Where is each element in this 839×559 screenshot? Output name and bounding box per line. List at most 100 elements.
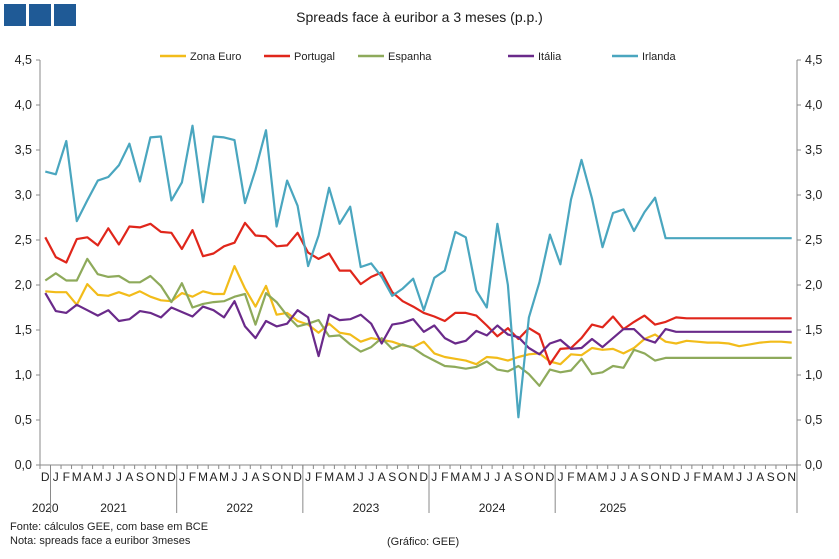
- y-tick-label-left: 4,0: [15, 98, 32, 112]
- month-tick-label: O: [777, 470, 786, 484]
- month-tick-label: D: [41, 470, 50, 484]
- gee-logo: [4, 4, 76, 26]
- month-tick-label: J: [431, 470, 437, 484]
- chart-credit: (Gráfico: GEE): [387, 536, 460, 548]
- logo-square: [54, 4, 76, 26]
- month-tick-label: J: [116, 470, 122, 484]
- month-tick-label: O: [272, 470, 281, 484]
- month-tick-label: O: [650, 470, 659, 484]
- month-tick-label: F: [63, 470, 70, 484]
- y-tick-label-left: 0,0: [15, 458, 32, 472]
- month-tick-label: N: [787, 470, 796, 484]
- year-tick-label: 2020: [32, 501, 59, 515]
- y-tick-label-left: 3,5: [15, 143, 32, 157]
- y-tick-label-right: 4,5: [805, 53, 822, 67]
- y-tick-label-left: 4,5: [15, 53, 32, 67]
- year-tick-label: 2023: [353, 501, 380, 515]
- month-tick-label: F: [315, 470, 322, 484]
- month-tick-label: N: [283, 470, 292, 484]
- month-tick-label: A: [209, 470, 217, 484]
- y-tick-label-left: 3,0: [15, 188, 32, 202]
- y-tick-label-right: 3,5: [805, 143, 822, 157]
- y-tick-label-right: 3,0: [805, 188, 822, 202]
- month-tick-label: A: [504, 470, 512, 484]
- month-tick-label: A: [462, 470, 470, 484]
- month-tick-label: F: [567, 470, 574, 484]
- month-tick-label: A: [756, 470, 764, 484]
- month-tick-label: N: [661, 470, 670, 484]
- year-tick-label: 2025: [600, 501, 627, 515]
- month-tick-label: J: [621, 470, 627, 484]
- month-tick-label: J: [232, 470, 238, 484]
- month-tick-label: S: [514, 470, 522, 484]
- month-tick-label: S: [641, 470, 649, 484]
- y-tick-label-left: 0,5: [15, 413, 32, 427]
- month-tick-label: N: [157, 470, 166, 484]
- month-tick-label: O: [146, 470, 155, 484]
- month-tick-label: M: [93, 470, 103, 484]
- month-tick-label: M: [597, 470, 607, 484]
- month-tick-label: J: [53, 470, 59, 484]
- month-tick-label: M: [471, 470, 481, 484]
- month-tick-label: D: [419, 470, 428, 484]
- month-tick-label: M: [324, 470, 334, 484]
- logo-square: [4, 4, 26, 26]
- month-tick-label: M: [198, 470, 208, 484]
- y-tick-label-left: 2,5: [15, 233, 32, 247]
- month-tick-label: D: [672, 470, 681, 484]
- month-tick-label: S: [262, 470, 270, 484]
- month-tick-label: J: [484, 470, 490, 484]
- legend-label: Itália: [538, 51, 562, 63]
- month-tick-label: N: [535, 470, 544, 484]
- month-tick-label: M: [219, 470, 229, 484]
- legend-label: Irlanda: [642, 51, 677, 63]
- month-tick-label: F: [189, 470, 196, 484]
- y-tick-label-right: 2,5: [805, 233, 822, 247]
- month-tick-label: A: [588, 470, 596, 484]
- month-tick-label: J: [736, 470, 742, 484]
- month-tick-label: M: [703, 470, 713, 484]
- logo-square: [29, 4, 51, 26]
- y-tick-label-left: 2,0: [15, 278, 32, 292]
- month-tick-label: A: [378, 470, 386, 484]
- year-tick-label: 2021: [100, 501, 127, 515]
- month-tick-label: A: [252, 470, 260, 484]
- month-tick-label: J: [305, 470, 311, 484]
- month-tick-label: J: [242, 470, 248, 484]
- y-tick-label-right: 4,0: [805, 98, 822, 112]
- month-tick-label: J: [179, 470, 185, 484]
- legend-label: Portugal: [294, 51, 335, 63]
- month-tick-label: O: [524, 470, 533, 484]
- month-tick-label: M: [72, 470, 82, 484]
- month-tick-label: A: [125, 470, 133, 484]
- month-tick-label: M: [576, 470, 586, 484]
- month-tick-label: M: [724, 470, 734, 484]
- y-tick-label-left: 1,5: [15, 323, 32, 337]
- month-tick-label: A: [714, 470, 722, 484]
- month-tick-label: J: [557, 470, 563, 484]
- series-line-irlanda: [45, 124, 792, 419]
- series-line-portugal: [44, 221, 792, 366]
- series-line-itlia: [44, 292, 792, 358]
- month-tick-label: S: [388, 470, 396, 484]
- month-tick-label: J: [684, 470, 690, 484]
- month-tick-label: O: [398, 470, 407, 484]
- series-line-espanha: [44, 257, 792, 387]
- y-tick-label-right: 0,5: [805, 413, 822, 427]
- month-tick-label: J: [747, 470, 753, 484]
- month-tick-label: A: [630, 470, 638, 484]
- note-text: Nota: spreads face a euribor 3meses: [10, 535, 191, 547]
- month-tick-label: D: [167, 470, 176, 484]
- y-tick-label-left: 1,0: [15, 368, 32, 382]
- month-tick-label: M: [450, 470, 460, 484]
- legend-label: Zona Euro: [190, 51, 241, 63]
- year-tick-label: 2024: [479, 501, 506, 515]
- month-tick-label: J: [610, 470, 616, 484]
- month-tick-label: J: [358, 470, 364, 484]
- month-tick-label: F: [441, 470, 448, 484]
- month-tick-label: J: [494, 470, 500, 484]
- month-tick-label: S: [136, 470, 144, 484]
- month-tick-label: N: [409, 470, 418, 484]
- month-tick-label: D: [546, 470, 555, 484]
